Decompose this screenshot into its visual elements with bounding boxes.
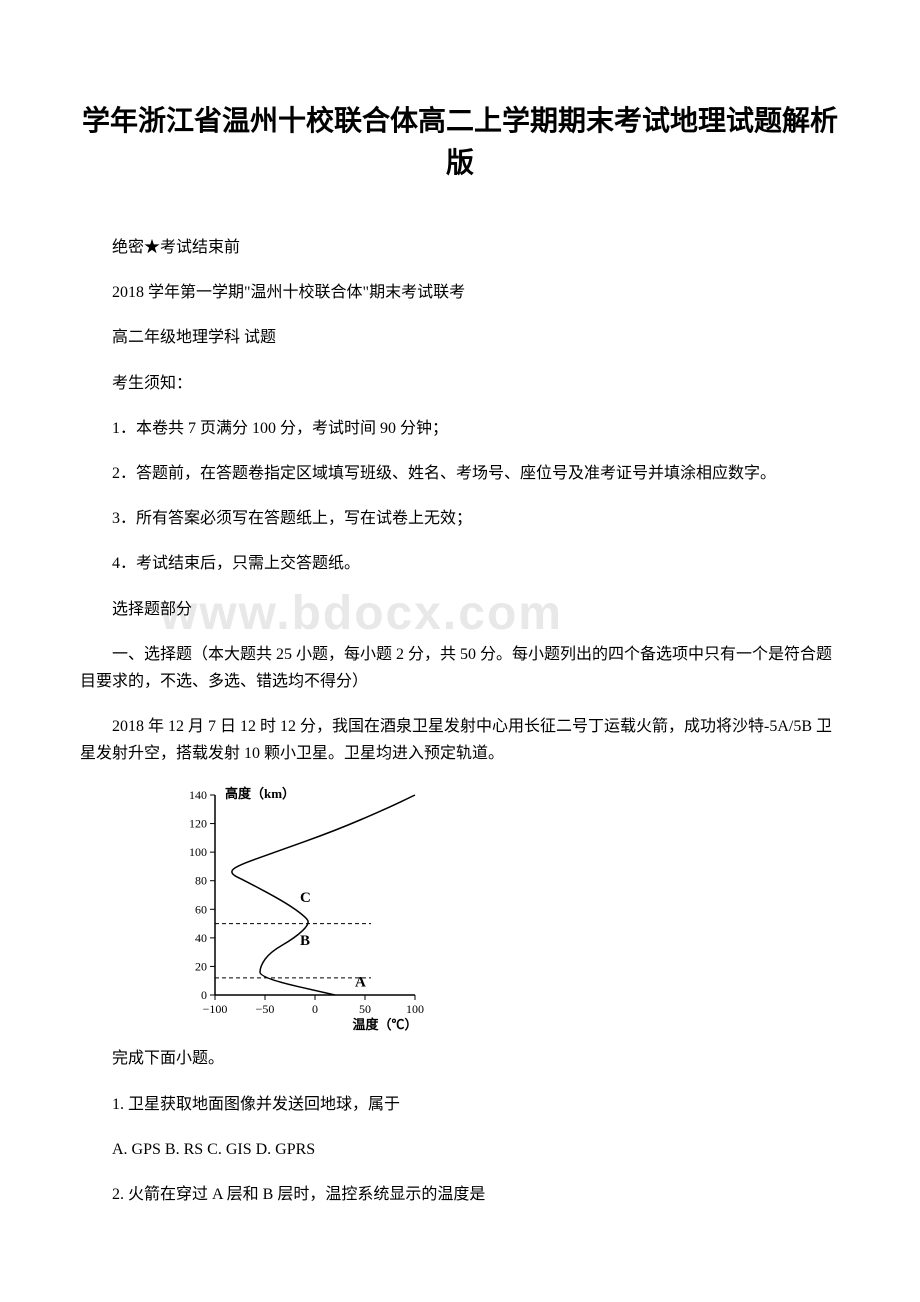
followup-text: 完成下面小题。 <box>80 1045 840 1072</box>
svg-text:120: 120 <box>189 817 207 831</box>
svg-text:60: 60 <box>195 903 207 917</box>
exam-header: 2018 学年第一学期"温州十校联合体"期末考试联考 <box>80 279 840 306</box>
svg-text:100: 100 <box>189 846 207 860</box>
question-1-options: A. GPS B. RS C. GIS D. GPRS <box>80 1136 840 1163</box>
confidential-note: 绝密★考试结束前 <box>80 234 840 261</box>
notice-item-3: 3．所有答案必须写在答题纸上，写在试卷上无效； <box>80 505 840 532</box>
section-header: 选择题部分 <box>80 596 840 623</box>
svg-text:B: B <box>300 933 310 949</box>
atmosphere-chart: 0 20 40 60 80 100 120 140 −100 −50 0 50 100 高度（km） 温度（… <box>160 785 840 1035</box>
svg-text:80: 80 <box>195 874 207 888</box>
svg-text:20: 20 <box>195 960 207 974</box>
notice-item-4: 4．考试结束后，只需上交答题纸。 <box>80 550 840 577</box>
svg-text:40: 40 <box>195 931 207 945</box>
svg-text:C: C <box>300 891 311 907</box>
svg-text:0: 0 <box>312 1002 318 1016</box>
notice-item-1: 1．本卷共 7 页满分 100 分，考试时间 90 分钟； <box>80 415 840 442</box>
svg-text:A: A <box>355 975 366 991</box>
svg-text:温度（℃）: 温度（℃） <box>352 1017 417 1032</box>
svg-text:0: 0 <box>201 988 207 1002</box>
question-2: 2. 火箭在穿过 A 层和 B 层时，温控系统显示的温度是 <box>80 1181 840 1208</box>
svg-text:高度（km）: 高度（km） <box>225 786 295 801</box>
svg-text:−50: −50 <box>256 1002 275 1016</box>
svg-text:50: 50 <box>359 1002 371 1016</box>
notice-item-2: 2．答题前，在答题卷指定区域填写班级、姓名、考场号、座位号及准考证号并填涂相应数… <box>80 460 840 487</box>
svg-text:100: 100 <box>406 1002 424 1016</box>
document-title: 学年浙江省温州十校联合体高二上学期期末考试地理试题解析版 <box>80 100 840 184</box>
svg-text:140: 140 <box>189 788 207 802</box>
subject-line: 高二年级地理学科 试题 <box>80 324 840 351</box>
question-1: 1. 卫星获取地面图像并发送回地球，属于 <box>80 1091 840 1118</box>
notice-header: 考生须知： <box>80 370 840 397</box>
passage-text: 2018 年 12 月 7 日 12 时 12 分，我国在酒泉卫星发射中心用长征… <box>80 713 840 767</box>
svg-text:−100: −100 <box>203 1002 228 1016</box>
section-instruction: 一、选择题（本大题共 25 小题，每小题 2 分，共 50 分。每小题列出的四个… <box>80 641 840 695</box>
chart-svg: 0 20 40 60 80 100 120 140 −100 −50 0 50 100 高度（km） 温度（… <box>160 785 440 1035</box>
